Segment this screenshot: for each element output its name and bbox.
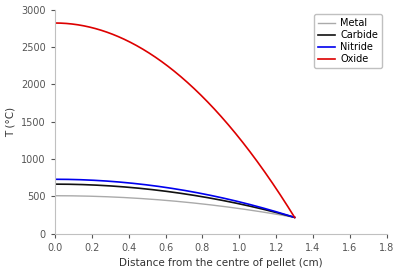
Nitride [52,178,57,181]
Oxide [168,66,172,70]
Metal [52,194,57,197]
Oxide [286,207,291,210]
Nitride [286,214,291,217]
Carbide [52,182,57,186]
Oxide [166,65,171,68]
Metal [182,201,187,204]
Nitride [182,189,187,192]
Metal [249,209,254,212]
Legend: Metal, Carbide, Nitride, Oxide: Metal, Carbide, Nitride, Oxide [314,15,382,68]
Line: Nitride: Nitride [55,179,295,217]
Line: Oxide: Oxide [55,23,295,217]
Oxide [249,152,254,155]
Carbide [249,205,254,208]
Oxide [182,78,187,82]
X-axis label: Distance from the centre of pellet (cm): Distance from the centre of pellet (cm) [119,258,323,269]
Nitride [249,203,254,207]
Carbide [292,216,297,219]
Oxide [195,90,200,93]
Carbide [168,190,172,193]
Carbide [286,214,291,218]
Carbide [182,192,187,196]
Nitride [166,186,171,190]
Nitride [168,186,172,190]
Nitride [292,216,297,219]
Metal [195,202,200,205]
Y-axis label: T (°C): T (°C) [6,107,16,137]
Metal [292,216,297,219]
Line: Carbide: Carbide [55,184,295,217]
Oxide [52,21,57,25]
Metal [286,215,291,218]
Carbide [195,194,200,198]
Metal [168,199,172,202]
Carbide [166,190,171,193]
Line: Metal: Metal [55,196,295,217]
Metal [166,199,171,202]
Nitride [195,191,200,195]
Oxide [292,216,297,219]
